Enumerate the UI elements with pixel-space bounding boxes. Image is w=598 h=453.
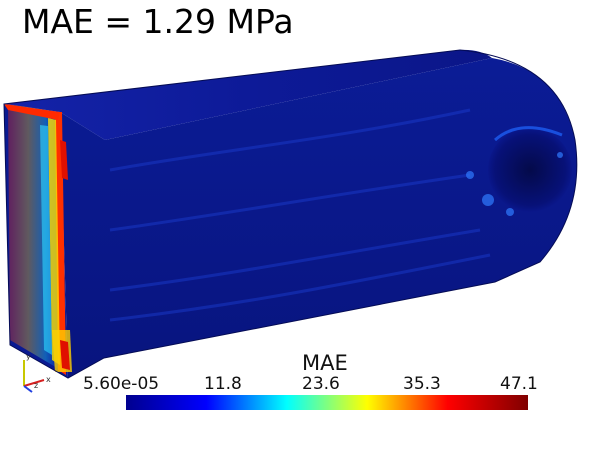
hole-hotspots	[466, 152, 563, 216]
hot-mid-red	[60, 140, 68, 180]
hole-rim-highlight	[494, 126, 563, 142]
error-streaks	[109, 108, 491, 322]
z-axis-label: z	[34, 381, 38, 390]
pin-hole	[488, 128, 572, 212]
x-axis-label: x	[46, 375, 51, 384]
colorbar-tick-2: 23.6	[302, 374, 340, 394]
hot-top-corner	[4, 104, 60, 120]
orientation-triad: y z x	[23, 352, 51, 393]
hot-edge-cyan	[40, 125, 52, 355]
colorbar-tick-3: 35.3	[403, 374, 441, 394]
colorbar-tick-min: 5.60e-05	[83, 374, 160, 394]
figure-title: MAE = 1.29 MPa	[22, 2, 294, 41]
y-axis-label: y	[26, 352, 31, 361]
x-axis-line	[23, 379, 45, 387]
block-side-face	[60, 58, 577, 378]
colorbar-tick-max: 47.1	[500, 374, 538, 394]
z-axis-line	[23, 385, 33, 393]
hot-edge-glow	[48, 118, 60, 365]
hot-bottom-red	[60, 340, 70, 370]
colorbar	[126, 395, 528, 410]
colorbar-tick-1: 11.8	[204, 374, 242, 394]
block-outline	[3, 49, 578, 379]
colorbar-title: MAE	[302, 351, 348, 375]
block-top-face	[4, 49, 492, 140]
